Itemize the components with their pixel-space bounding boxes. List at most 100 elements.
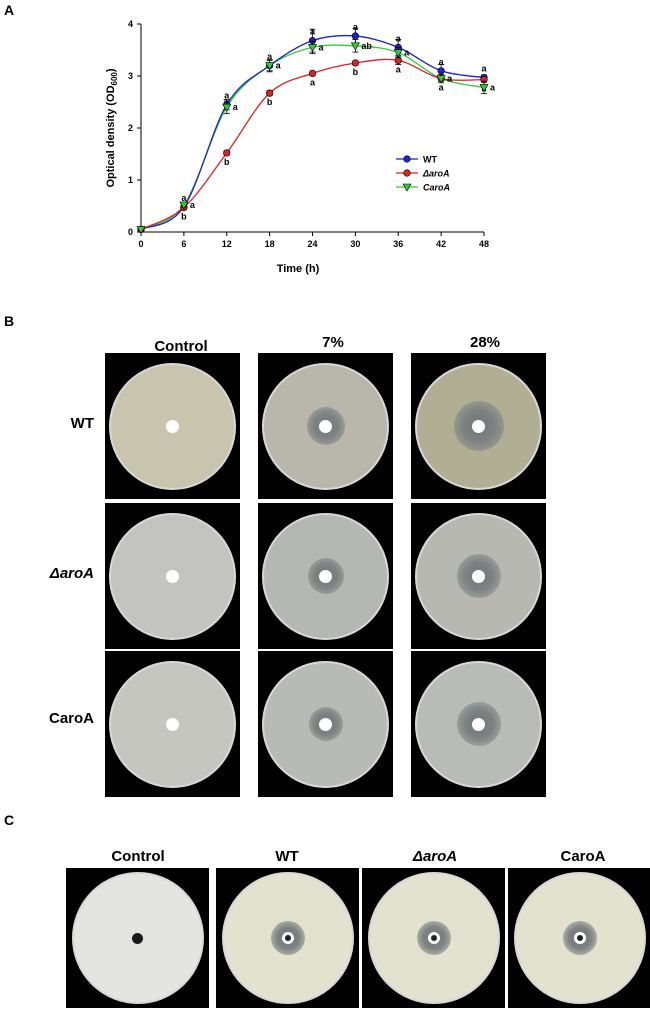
plate-photo [216,868,359,1008]
legend-label: WT [423,155,437,165]
significance-label: a [353,22,359,32]
y-axis-label-sub: 600 [110,72,119,86]
plate-photo [508,868,650,1008]
col-label-control: Control [154,338,208,355]
dark-spot [132,932,143,944]
data-point [223,149,231,157]
data-point [179,201,189,210]
y-axis-label-tail: ) [105,68,117,72]
significance-label: a [310,27,316,37]
significance-label: a [181,193,187,203]
significance-label: a [276,61,282,71]
significance-label: a [447,74,453,84]
x-tick-label: 36 [393,239,403,249]
row-label-wt: WT [70,415,94,432]
plate-photo [66,868,209,1008]
data-point [393,49,403,58]
data-point [265,62,275,71]
disk-center [576,935,583,941]
significance-label: b [224,157,230,167]
chart-marks: aaaaaaaabbbabaaaaaaaabaaa [136,22,496,235]
plate-photo [411,651,546,797]
paper-disk [472,569,485,583]
x-tick-label: 24 [307,239,317,249]
data-point [222,103,232,112]
row-label-daroa: ΔaroA [49,565,94,582]
data-point [266,89,274,97]
significance-label: b [181,212,187,222]
significance-label: a [310,77,316,87]
y-axis-label: Optical density (OD600) [105,68,119,187]
data-point [351,59,359,67]
col-label-28pct: 28% [469,334,501,351]
significance-label: b [353,67,359,77]
x-tick-label: 42 [436,239,446,249]
plate-photo [258,353,393,499]
y-tick-label: 3 [128,71,133,81]
c-col-label-control: Control [111,848,165,865]
col-label-7pct: 7% [322,334,344,351]
significance-label: a [404,48,410,58]
c-col-label-daroa: ΔaroA [412,848,458,865]
x-axis-label: Time (h) [277,263,320,275]
legend-marker [403,155,411,163]
significance-label: a [233,102,239,112]
significance-label: a [439,83,445,93]
x-tick-label: 0 [138,239,143,249]
x-tick-label: 6 [181,239,186,249]
significance-label: a [490,82,496,92]
significance-label: a [439,57,445,67]
data-point [479,84,489,93]
plate-photo [105,651,240,797]
x-tick-label: 48 [479,239,489,249]
disk-center [430,935,437,941]
data-point [350,42,360,51]
c-col-label-caroa: CaroA [560,848,606,865]
panel-letter-b: B [4,313,15,329]
legend-label: CaroA [423,183,450,193]
plate-photo [258,651,393,797]
plate-photo [258,503,393,649]
data-point [436,75,446,84]
x-tick-label: 18 [265,239,275,249]
data-point [307,44,318,53]
disk-center [284,935,291,941]
significance-label: a [396,64,402,74]
significance-label: a [481,64,487,74]
paper-disk [166,419,179,433]
significance-label: a [396,33,402,43]
legend-label: ΔaroA [422,169,450,179]
plate-photo [105,503,240,649]
paper-disk [166,717,179,731]
legend-marker [402,183,412,192]
panel-letter-c: C [4,812,15,828]
paper-disk [319,569,332,583]
x-tick-label: 12 [222,239,232,249]
significance-label: a [267,52,273,62]
significance-label: b [267,97,273,107]
chart-legend: WT ΔaroA CaroA [396,155,450,193]
panel-letter-a: A [4,2,15,18]
data-point [308,69,317,77]
significance-label: a [190,200,196,210]
y-tick-label: 4 [128,19,133,29]
significance-label: a [224,91,230,101]
y-tick-label: 1 [128,175,133,185]
c-col-label-wt: WT [275,848,299,865]
paper-disk [472,717,485,731]
significance-label: a [319,42,325,52]
paper-disk [166,569,179,583]
data-point [136,226,146,235]
row-label-caroa: CaroA [48,710,94,727]
data-point [351,32,359,40]
y-axis-label-main: Optical density (OD [105,85,117,187]
plate-photo [411,503,546,649]
paper-disk [472,419,485,433]
paper-disk [319,419,332,433]
y-tick-label: 2 [128,123,133,133]
paper-disk [319,717,332,731]
y-tick-label: 0 [128,227,133,237]
plate-photo [362,868,505,1008]
